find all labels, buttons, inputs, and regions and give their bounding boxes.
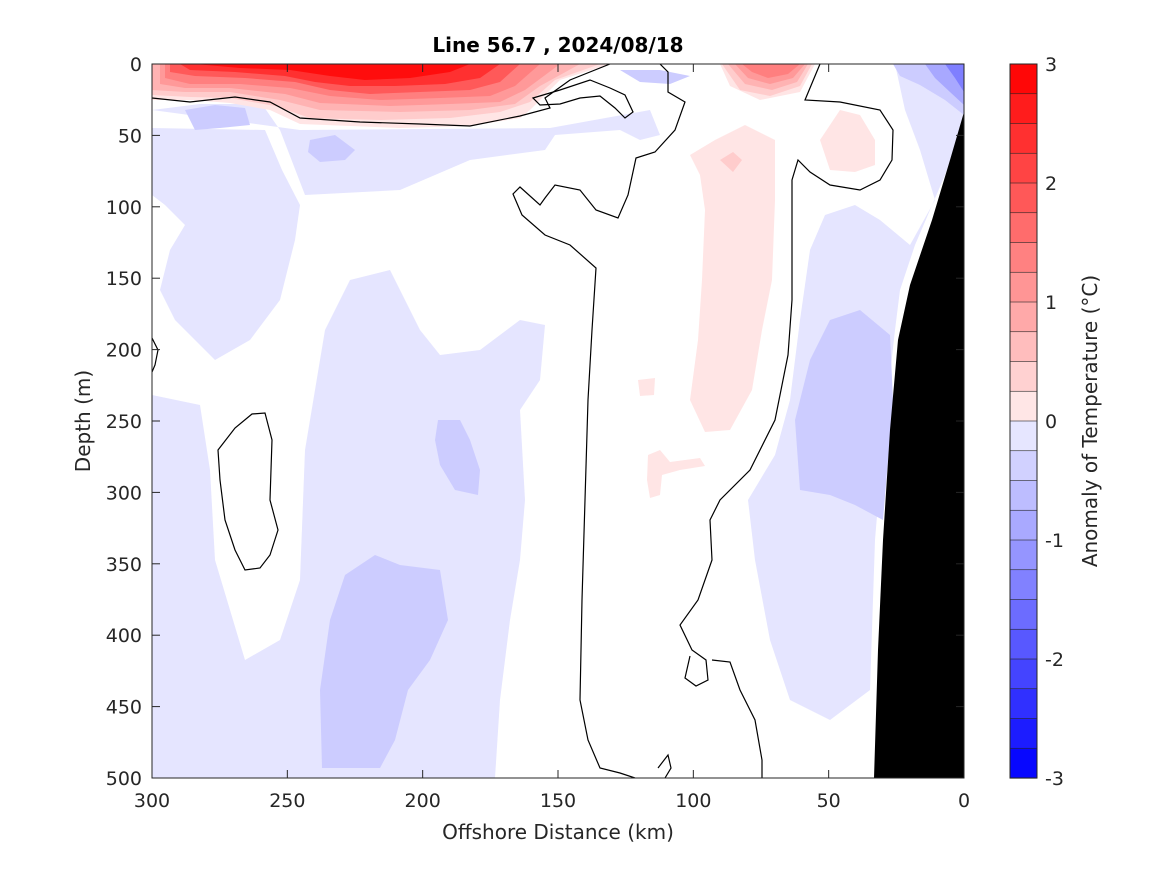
colorbar-segment [1009,539,1038,571]
zero-contour-island-deep [217,412,279,571]
warm-patch-small-a [638,378,655,396]
y-tick-label: 150 [106,268,142,290]
x-tick-label: 50 [817,790,841,812]
y-tick-label: 100 [106,197,142,219]
colorbar-segment [1009,628,1038,660]
colorbar-segment [1009,599,1038,630]
warm-anomaly-surface [152,64,815,128]
cold-anomaly-strong-regions [925,64,964,105]
warm-patch-small-b [647,450,705,498]
x-tick-label: 0 [958,790,970,812]
warm-core-small [720,152,742,172]
colorbar-tick-label: -1 [1045,530,1064,552]
colorbar-tick-label: 3 [1045,54,1057,76]
x-axis: 300 250 200 150 100 50 0 [134,64,970,812]
colorbar-segment [1009,390,1038,422]
colorbar-tick-label: -2 [1045,649,1064,671]
y-tick-label: 200 [106,340,142,362]
warm-band-3-0 [195,64,470,80]
cold-core-small-west [435,420,480,495]
colorbar-frame [1009,63,1038,779]
warm-anomaly-subsurface [638,110,875,498]
plot-area [152,64,964,778]
y-tick-label: 400 [106,625,142,647]
cold-core-deep-west [320,555,448,768]
colorbar-segment [1009,480,1038,511]
x-tick-label: 200 [405,790,441,812]
colorbar-label: Anomaly of Temperature (°C) [1078,275,1102,567]
x-axis-label: Offshore Distance (km) [442,820,674,844]
y-tick-label: 50 [118,125,142,147]
colorbar-segment [1009,688,1038,720]
zero-contour-island-upper [531,79,634,119]
colorbar-segment [1009,182,1038,214]
colorbar-segment [1009,658,1038,690]
colorbar-segment [1009,242,1038,273]
x-tick-label: 300 [134,790,170,812]
cold-patch-surface-mid [620,70,690,84]
y-axis: 0 50 100 150 200 250 300 350 400 450 500 [106,54,964,790]
colorbar-segment [1009,271,1038,303]
zero-contour-east-lower [711,659,763,778]
y-tick-label: 0 [130,54,142,76]
warm-patch-nearshore [820,110,875,172]
cold-patch-upper-a [185,105,250,130]
cold-patch-strong-2 [945,64,964,92]
zero-anomaly-contours [152,64,894,778]
colorbar-segment [1009,301,1038,333]
zero-contour-bottom-lobe [657,753,672,778]
chart-title: Line 56.7 , 2024/08/18 [432,33,683,57]
colorbar-segment [1009,212,1038,244]
colorbar-segment [1009,420,1038,452]
colorbar-tick-label: 0 [1045,411,1057,433]
colorbar-tick-label: 2 [1045,173,1057,195]
colorbar-segment [1009,450,1038,482]
y-tick-label: 450 [106,697,142,719]
y-tick-label: 500 [106,768,142,790]
x-tick-label: 150 [540,790,576,812]
colorbar-segment [1009,718,1038,749]
x-tick-label: 100 [675,790,711,812]
y-tick-label: 350 [106,554,142,576]
zero-contour-edge [152,337,159,373]
zero-contour-main [512,64,686,778]
colorbar-segment [1009,569,1038,601]
y-axis-label: Depth (m) [71,370,95,472]
warm-tongue [690,125,775,432]
cold-patch-upper-b [308,135,355,162]
cold-core-east [795,310,893,520]
zero-contour-surface-west [152,64,611,127]
seafloor-bathymetry [874,112,964,778]
cold-region-west [152,104,660,778]
zero-contour-east-upper [679,64,894,687]
y-tick-label: 300 [106,482,142,504]
colorbar-tick-label: 1 [1045,292,1057,314]
y-tick-label: 250 [106,411,142,433]
colorbar-segment [1009,123,1038,154]
colorbar-tick-label: -3 [1045,768,1064,790]
colorbar-segment [1009,509,1038,541]
colorbar-segment [1009,331,1038,363]
x-tick-label: 250 [269,790,305,812]
colorbar-segment [1009,747,1038,779]
colorbar-segment [1009,93,1038,125]
colorbar-segment [1009,63,1038,95]
colorbar: 3 2 1 0 -1 -2 -3 [1009,54,1064,790]
colorbar-segment [1009,361,1038,392]
colorbar-segment [1009,152,1038,184]
